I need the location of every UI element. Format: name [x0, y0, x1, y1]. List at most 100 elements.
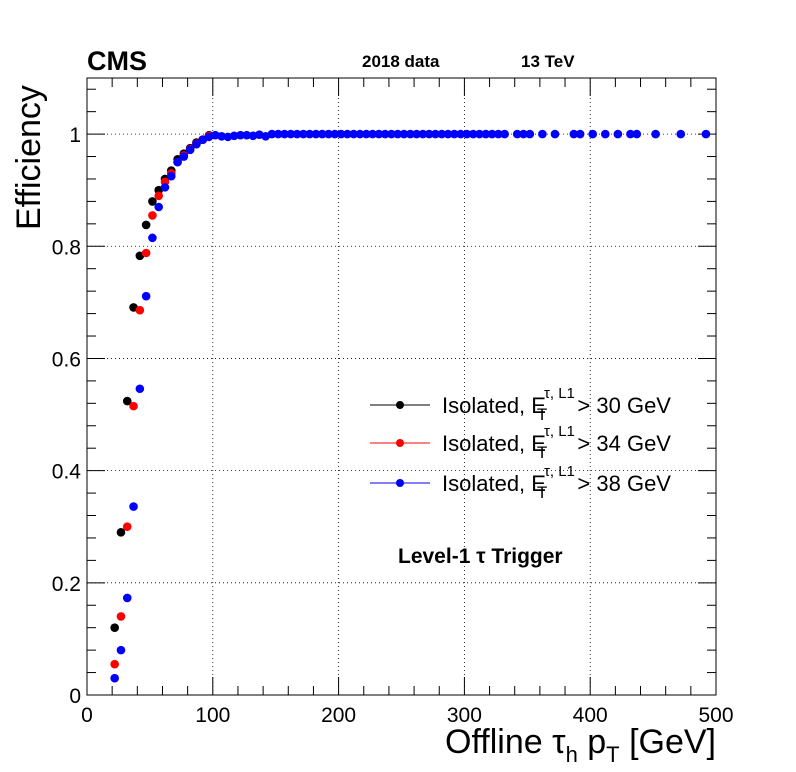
point-s2-63 — [512, 129, 522, 139]
y-tick-label-1: 0.2 — [52, 573, 81, 596]
point-s2-7 — [154, 202, 164, 212]
point-s1-7 — [154, 191, 164, 201]
point-s2-55 — [456, 129, 465, 139]
y-tick-label-2: 0.4 — [52, 461, 82, 484]
point-s2-57 — [468, 129, 478, 139]
point-s2-53 — [443, 129, 453, 139]
point-s1-3 — [129, 401, 138, 411]
point-s2-46 — [399, 129, 409, 139]
legend-marker-30 — [396, 401, 404, 409]
point-s2-50 — [424, 129, 434, 139]
point-s0-1 — [116, 528, 126, 537]
point-s2-40 — [361, 129, 371, 139]
point-s2-12 — [185, 145, 195, 155]
point-s2-48 — [412, 129, 421, 139]
y-tick-label-0: 0 — [69, 685, 81, 708]
data-points — [110, 129, 711, 683]
point-s2-36 — [336, 129, 346, 139]
point-s2-64 — [519, 129, 528, 139]
x-tick-labels: 0 100 200 300 400 500 — [81, 704, 733, 727]
point-s2-59 — [481, 129, 491, 139]
plot-frame — [86, 77, 717, 696]
legend-entry-38: Isolated, Eτ, L1 T > 38 GeV — [370, 463, 671, 502]
legend-marker-38 — [396, 479, 404, 487]
axis-ticks — [86, 78, 717, 696]
point-s2-5 — [141, 291, 151, 301]
point-s2-31 — [305, 129, 314, 139]
point-s2-11 — [179, 152, 189, 161]
point-s2-74 — [632, 129, 642, 139]
point-s2-38 — [349, 129, 358, 139]
point-s2-42 — [374, 129, 384, 139]
x-axis-title: Offline τh pT [GeV] — [445, 723, 716, 767]
point-s1-1 — [116, 612, 126, 621]
point-s0-6 — [148, 197, 157, 206]
point-s2-28 — [286, 129, 296, 139]
point-s2-25 — [267, 129, 277, 139]
point-s1-5 — [141, 248, 151, 258]
point-s2-20 — [236, 130, 245, 140]
point-s2-33 — [317, 129, 327, 139]
x-tick-label-4: 400 — [573, 704, 608, 727]
point-s2-75 — [651, 129, 660, 139]
legend-label-34: Isolated, Eτ, L1 T > 34 GeV — [442, 423, 671, 462]
dataset-label: 2018 data — [362, 52, 440, 71]
point-s2-47 — [406, 129, 415, 139]
point-s2-66 — [538, 129, 547, 139]
legend-marker-34 — [396, 439, 404, 447]
y-axis-title: Efficiency — [10, 85, 48, 230]
point-s2-26 — [273, 129, 283, 139]
point-s0-2 — [122, 396, 132, 406]
point-s2-41 — [368, 129, 377, 139]
legend-entry-34: Isolated, Eτ, L1 T > 34 GeV — [370, 423, 671, 462]
point-s2-30 — [299, 129, 308, 139]
point-s2-69 — [575, 129, 585, 139]
point-s2-19 — [229, 131, 239, 141]
point-s2-61 — [494, 129, 503, 139]
experiment-label: CMS — [87, 46, 147, 76]
point-s2-56 — [462, 129, 472, 139]
point-s2-9 — [166, 171, 176, 181]
point-s2-62 — [500, 129, 509, 139]
point-s2-70 — [588, 129, 598, 139]
point-s2-44 — [387, 129, 396, 139]
point-s2-10 — [173, 157, 182, 167]
point-s1-6 — [148, 211, 157, 220]
point-s2-72 — [613, 129, 623, 139]
y-tick-label-4: 0.8 — [52, 236, 81, 259]
point-s1-2 — [122, 522, 132, 532]
grid — [87, 78, 716, 695]
point-s2-73 — [626, 129, 635, 139]
point-s2-58 — [475, 129, 484, 139]
point-s2-21 — [242, 130, 252, 140]
point-s2-68 — [569, 129, 579, 139]
point-s2-13 — [192, 139, 201, 149]
x-tick-label-0: 0 — [81, 704, 93, 727]
point-s2-39 — [355, 129, 365, 139]
point-s2-0 — [110, 673, 119, 683]
x-axis-title-mid: p — [578, 723, 606, 761]
point-s2-49 — [418, 129, 428, 139]
x-axis-title-unit: [GeV] — [620, 723, 716, 761]
point-s2-2 — [122, 593, 132, 603]
y-tick-labels: 0 0.2 0.4 0.6 0.8 1 — [52, 124, 82, 708]
y-tick-label-5: 1 — [69, 124, 81, 147]
point-s2-35 — [330, 129, 340, 139]
point-s2-67 — [550, 129, 560, 139]
point-s2-45 — [393, 129, 403, 139]
x-tick-label-2: 200 — [321, 704, 356, 727]
point-s2-37 — [343, 129, 352, 139]
point-s2-4 — [135, 384, 145, 394]
x-tick-label-5: 500 — [698, 704, 733, 727]
point-s2-77 — [701, 129, 711, 139]
series-2 — [110, 129, 711, 683]
point-s2-17 — [217, 132, 226, 141]
legend-label-38: Isolated, Eτ, L1 T > 38 GeV — [442, 463, 671, 502]
point-s2-3 — [129, 502, 138, 511]
x-tick-label-1: 100 — [195, 704, 230, 727]
point-s2-34 — [324, 129, 333, 139]
point-s2-76 — [676, 129, 686, 139]
point-s2-27 — [280, 129, 289, 139]
legend-entry-30: Isolated, Eτ, L1 T > 30 GeV — [370, 385, 671, 424]
